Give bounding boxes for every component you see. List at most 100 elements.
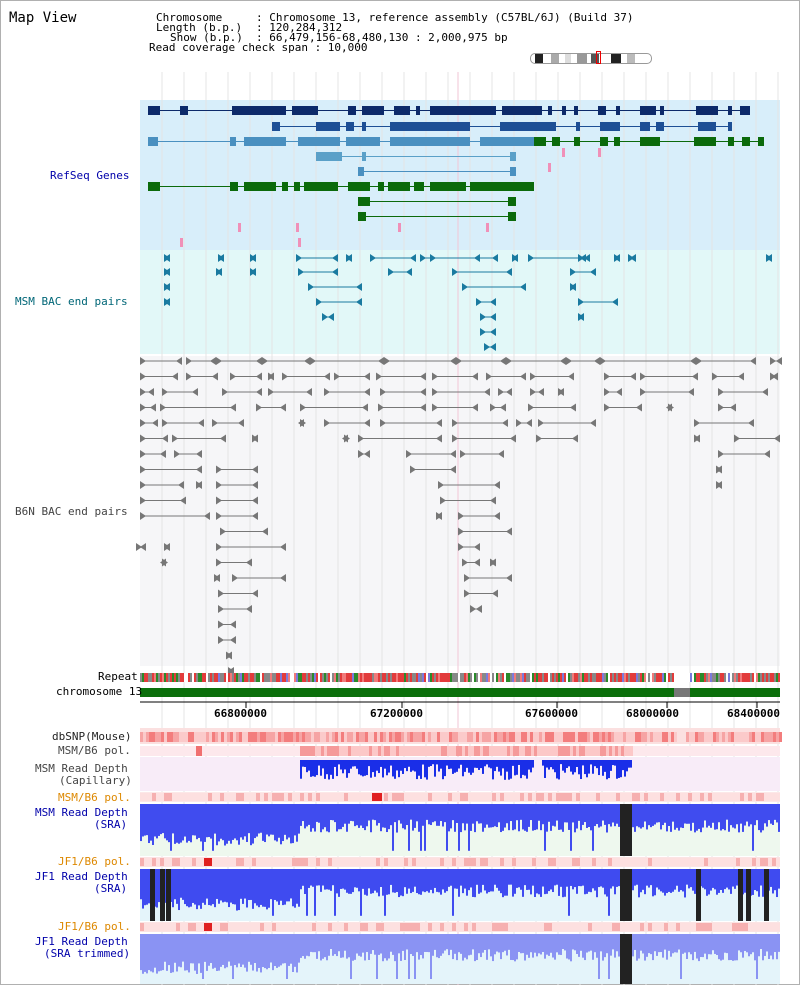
read-depth-bar [450,804,452,829]
read-depth-bar [296,869,298,904]
dbsnp-density [368,732,371,742]
read-depth-bar [158,869,160,903]
read-depth-bar [238,804,240,845]
b6n-bac-pair-end [462,558,468,567]
read-depth-bar [638,804,640,828]
msm-bac-pair-end [250,268,256,276]
dbsnp-density [293,732,296,742]
msm-b6-pol-density [462,746,465,756]
read-depth-bar [544,804,546,851]
msm-b6-pol-sra-density [600,793,604,801]
chromosome-ideogram[interactable] [530,53,652,64]
repeat-element [284,673,286,682]
msm-b6-pol-sra-density [392,793,396,801]
read-depth-bar [362,869,364,889]
jf1-b6-pol-trim-density [144,923,148,931]
msm-b6-pol-density [465,746,468,756]
track-label-msm-bac[interactable]: MSM BAC end pairs [15,295,128,308]
jf1-b6-pol-density [288,858,292,866]
b6n-bac-pair-end [140,496,146,505]
track-label-b6n-bac[interactable]: B6N BAC end pairs [15,505,128,518]
b6n-bac-pair-end [776,357,782,365]
read-depth-bar [260,869,262,905]
b6n-bac-pair-end [232,574,238,582]
msm-b6-pol-density [351,746,354,756]
b6n-bac-pair-end [484,388,490,396]
msm-b6-pol-sra-density [324,793,328,801]
jf1-b6-pol-trim-density [168,923,172,931]
repeat-element [732,673,734,682]
dbsnp-density [449,732,452,742]
read-depth-bar [736,869,738,886]
read-depth-bar [450,869,452,886]
read-depth-bar [250,804,252,846]
b6n-bac-pair-end [460,450,466,458]
b6n-bac-pair-end [378,357,384,365]
repeat-element [314,673,316,682]
repeat-element [720,673,722,682]
read-depth-bar [496,869,498,888]
msm-b6-pol-density [600,746,603,756]
repeat-element [482,673,484,682]
msm-b6-pol-sra-density [508,793,512,801]
repeat-element [646,673,648,682]
read-depth-bar [526,804,528,832]
read-depth-bar [444,869,446,893]
repeat-element [266,673,268,682]
read-depth-bar [152,934,154,973]
read-depth-bar [264,804,266,843]
repeat-element [652,673,654,682]
read-depth-bar [754,804,756,826]
msm-b6-pol-sra-density [760,793,764,801]
b6n-bac-pair-end [472,372,478,381]
read-depth-bar [442,804,444,827]
dbsnp-density [599,732,602,742]
msm-b6-pol-density [369,746,372,756]
repeat-element [618,673,620,682]
jf1-b6-pol-trim-density [568,923,572,931]
read-depth-bar [162,804,164,834]
msm-b6-pol-density [318,746,321,756]
read-depth-bar [274,934,276,967]
dbsnp-density [152,732,155,742]
read-depth-bar [322,869,324,886]
dbsnp-density [701,732,704,742]
read-depth-bar [220,869,222,901]
dbsnp-density [461,732,464,742]
msm-b6-pol-sra-density [288,793,292,801]
msm-b6-pol-sra-density [220,793,224,801]
jf1-b6-pol-trim-density [760,923,764,931]
dbsnp-density [530,732,533,742]
jf1-b6-pol-trim-density [148,923,152,931]
read-depth-bar [226,934,228,968]
jf1-b6-pol-density [656,858,660,866]
repeat-element [770,673,772,682]
dbsnp-density [476,732,479,742]
b6n-bac-pair-end [520,372,526,381]
jf1-b6-pol-density [176,858,180,866]
read-depth-bar [510,934,512,960]
dbsnp-density [488,732,491,742]
read-depth-bar [162,934,164,971]
msm-depth-capillary-bar [622,760,624,771]
msm-b6-pol-sra-density [576,793,580,801]
msm-b6-pol-sra-density [152,793,156,801]
msm-b6-pol-density [393,746,396,756]
jf1-b6-pol-density [296,858,300,866]
read-depth-bar [610,869,612,889]
b6n-bac-pair-end [718,388,724,396]
read-depth-bar [604,869,606,895]
msm-b6-pol-density [348,746,351,756]
repeat-element [170,673,172,682]
dbsnp-density [149,732,152,742]
read-depth-bar [462,804,464,824]
msm-depth-capillary-bar [316,760,318,776]
repeat-element [154,673,156,682]
read-depth-bar [524,934,526,961]
dbsnp-density [146,732,149,742]
read-depth-bar [488,869,490,893]
msm-b6-pol-sra-density [148,793,152,801]
msm-depth-capillary-bar [526,760,528,779]
track-label-refseq-genes[interactable]: RefSeq Genes [50,169,130,182]
